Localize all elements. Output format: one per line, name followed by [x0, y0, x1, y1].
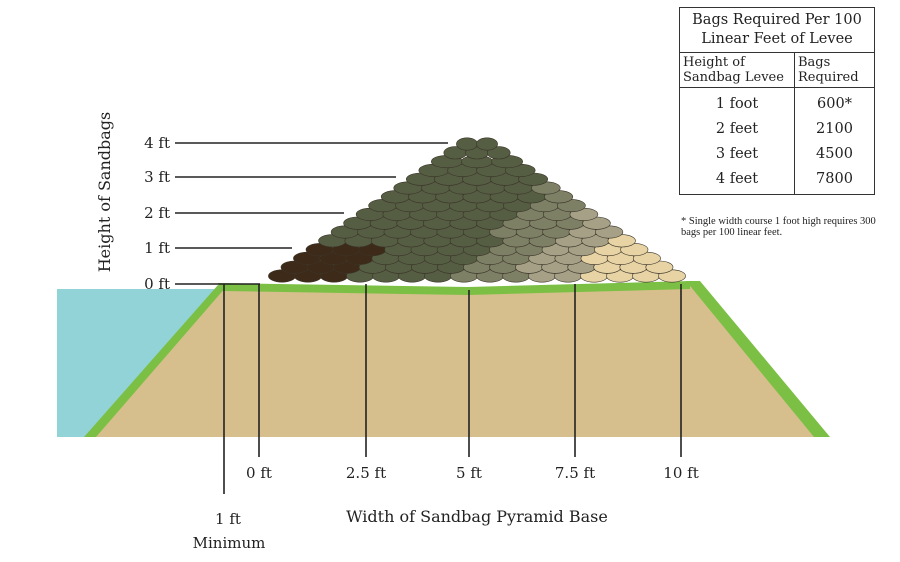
height-label-1ft: 1 ft: [144, 239, 170, 257]
sandbag: [476, 137, 498, 151]
levee-grass-top: [218, 281, 690, 295]
width-label-2-5ft: 2.5 ft: [346, 464, 386, 482]
x-axis-label: Width of Sandbag Pyramid Base: [346, 507, 608, 526]
levee-soil: [88, 285, 825, 437]
table-cell-bags: 2100: [794, 117, 875, 142]
sandbag-pyramid: [268, 137, 686, 283]
table-footnote: * Single width course 1 foot high requir…: [681, 216, 876, 238]
table-cell-bags: 600*: [794, 87, 875, 117]
table-cell-height: 2 feet: [679, 117, 795, 142]
table-header-height: Height of Sandbag Levee: [679, 52, 795, 88]
height-label-0ft: 0 ft: [144, 275, 170, 293]
table-row: 3 feet 4500: [679, 142, 875, 167]
table-cell-height: 3 feet: [679, 142, 795, 167]
minimum-label-value: 1 ft: [215, 510, 241, 528]
y-axis-label: Height of Sandbags: [95, 112, 114, 273]
minimum-label-text: Minimum: [193, 534, 266, 552]
height-label-3ft: 3 ft: [144, 168, 170, 186]
height-leaders: [175, 142, 448, 285]
height-label-2ft: 2 ft: [144, 204, 170, 222]
sandbag: [456, 137, 478, 151]
table-cell-bags: 7800: [794, 167, 875, 195]
table-header-bags: Bags Required: [794, 52, 875, 88]
table-cell-bags: 4500: [794, 142, 875, 167]
width-label-10ft: 10 ft: [663, 464, 698, 482]
bags-required-table: Bags Required Per 100 Linear Feet of Lev…: [679, 7, 875, 195]
height-label-4ft: 4 ft: [144, 134, 170, 152]
table-title: Bags Required Per 100 Linear Feet of Lev…: [679, 7, 875, 53]
sandbag: [486, 146, 511, 160]
table-row: 2 feet 2100: [679, 117, 875, 142]
table-row: 4 feet 7800: [679, 167, 875, 195]
width-label-7-5ft: 7.5 ft: [555, 464, 595, 482]
table-cell-height: 4 feet: [679, 167, 795, 195]
levee-grass-left: [84, 285, 226, 437]
levee-grass-right: [686, 281, 830, 437]
width-label-5ft: 5 ft: [456, 464, 482, 482]
table-row: 1 foot 600*: [679, 87, 875, 117]
table-cell-height: 1 foot: [679, 87, 795, 117]
width-label-0ft: 0 ft: [246, 464, 272, 482]
width-markers: [223, 284, 682, 494]
